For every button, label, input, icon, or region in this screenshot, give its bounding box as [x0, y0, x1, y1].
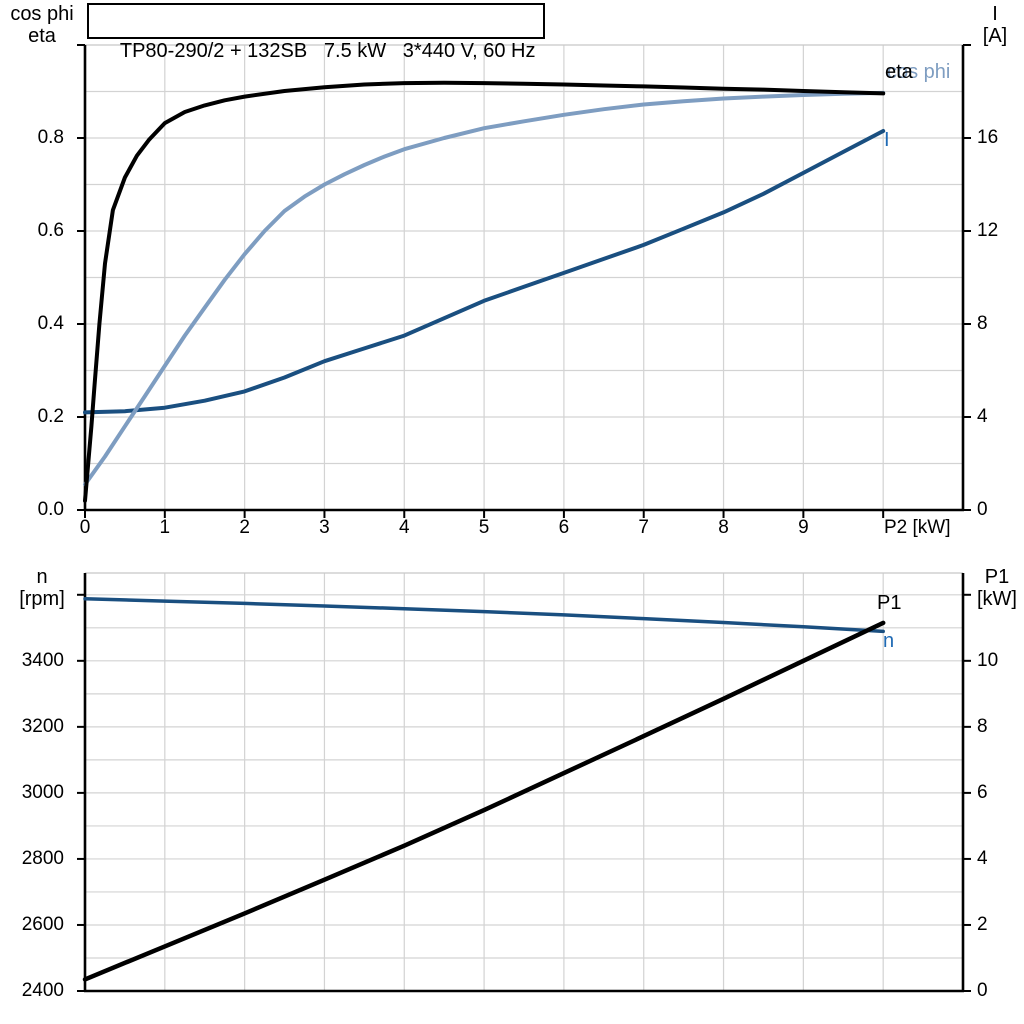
top-chart-right-axis-title: I [A] — [969, 3, 1021, 47]
y-right-tick-label: 0 — [977, 980, 988, 1001]
y-left-tick-label: 0.4 — [37, 313, 64, 334]
axis-title-p1: P1 — [984, 566, 1010, 588]
axis-title-current-unit: [A] — [982, 25, 1008, 47]
y-right-tick-label: 8 — [977, 313, 988, 334]
axis-title-speed-unit: [rpm] — [19, 588, 65, 610]
y-right-tick-label: 10 — [977, 649, 999, 671]
y-right-tick-label: 4 — [977, 847, 988, 869]
x-tick-label: 9 — [798, 517, 809, 538]
x-axis-label-p2: P2 [kW] — [884, 517, 951, 538]
axis-title-speed: n — [36, 566, 48, 588]
axis-title-eta: eta — [28, 25, 56, 47]
y-right-tick-label: 16 — [977, 127, 999, 148]
y-left-tick-label: 2400 — [21, 980, 64, 1001]
series-eta — [83, 90, 886, 487]
x-tick-label: 3 — [319, 517, 330, 538]
x-tick-label: 6 — [558, 517, 570, 538]
chart-title: TP80-290/2 + 132SB 7.5 kW 3*440 V, 60 Hz — [119, 40, 536, 62]
x-tick-label: 0 — [79, 517, 91, 538]
series-i — [83, 129, 886, 415]
series-cos-phi — [83, 80, 886, 503]
curve-label-cos-phi: cos phi — [887, 61, 951, 83]
y-right-tick-label: 4 — [977, 406, 988, 427]
top-chart-left-axis-title: cos phi eta — [2, 3, 82, 47]
axis-title-current: I — [992, 3, 998, 25]
curve-label-n: n — [883, 630, 895, 652]
x-tick-label: 7 — [638, 517, 649, 538]
curve-label-p1: P1 — [877, 592, 902, 614]
x-tick-label: 5 — [478, 517, 490, 538]
x-tick-label: 4 — [398, 517, 410, 538]
y-left-tick-label: 2600 — [21, 913, 64, 935]
y-left-tick-label: 0.8 — [37, 127, 64, 148]
curve-label-eta: eta — [885, 61, 913, 83]
bottom-chart-right-axis-title: P1 [kW] — [969, 566, 1024, 610]
chart-title-box: TP80-290/2 + 132SB 7.5 kW 3*440 V, 60 Hz — [87, 3, 545, 62]
curve-label-i: I — [884, 129, 890, 151]
y-left-tick-label: 0.0 — [37, 499, 64, 520]
series-p1 — [82, 620, 886, 982]
x-tick-label: 2 — [239, 517, 250, 538]
series-n — [83, 597, 885, 634]
x-tick-label: 8 — [718, 517, 729, 538]
y-left-tick-label: 3000 — [21, 781, 64, 803]
y-left-tick-label: 3400 — [21, 649, 64, 671]
y-right-tick-label: 0 — [977, 499, 988, 520]
y-right-tick-label: 12 — [977, 220, 999, 241]
y-left-tick-label: 0.2 — [37, 406, 64, 427]
y-left-tick-label: 2800 — [21, 847, 64, 869]
y-right-tick-label: 2 — [977, 913, 988, 935]
axis-title-p1-unit: [kW] — [977, 588, 1017, 610]
axis-title-cos-phi: cos phi — [10, 3, 74, 25]
y-right-tick-label: 8 — [977, 715, 988, 737]
x-tick-label: 1 — [159, 517, 171, 538]
y-left-tick-label: 0.6 — [37, 220, 64, 241]
y-left-tick-label: 3200 — [21, 715, 64, 737]
y-right-tick-label: 6 — [977, 781, 988, 803]
bottom-chart-left-axis-title: n [rpm] — [2, 566, 82, 610]
